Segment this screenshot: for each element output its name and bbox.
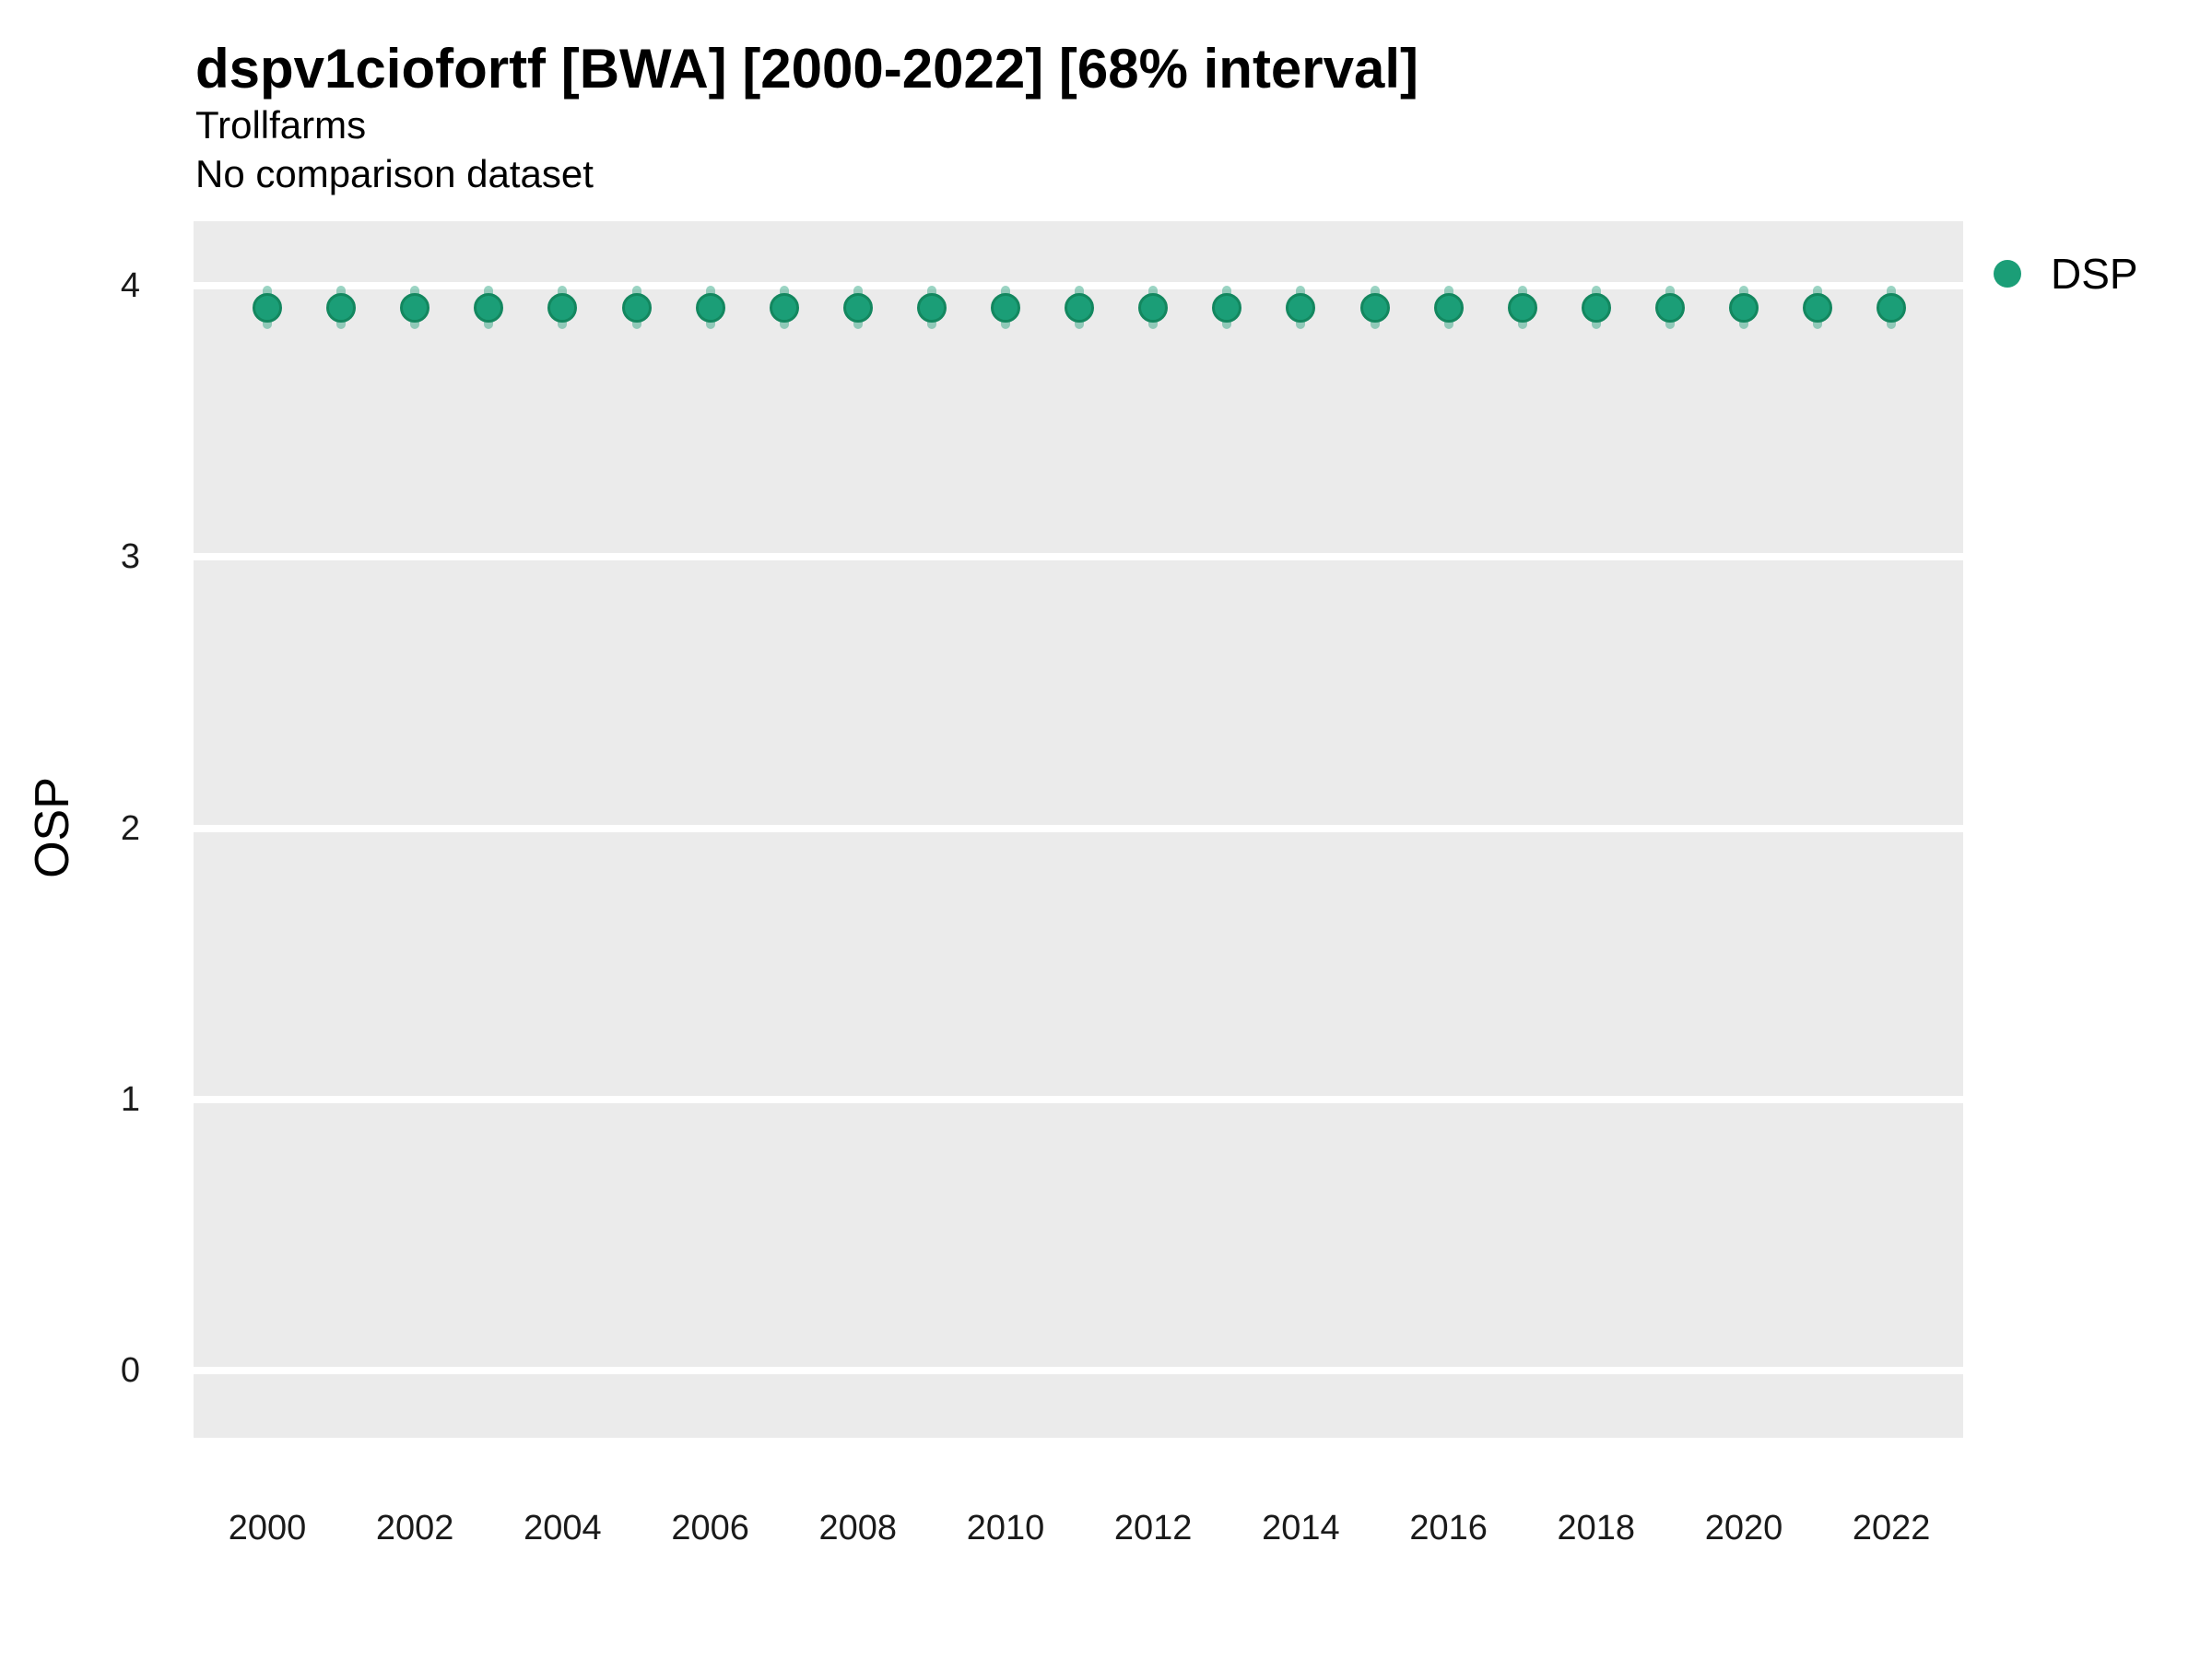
data-point-2005 (621, 292, 652, 323)
y-tick-label-3: 3 (120, 537, 140, 577)
legend: DSP (1994, 249, 2138, 299)
y-tick-label-0: 0 (120, 1351, 140, 1391)
data-point-2016 (1433, 292, 1464, 323)
data-point-2010 (991, 292, 1020, 323)
x-tick-label-2022: 2022 (1852, 1509, 1931, 1547)
data-point-2018 (1581, 292, 1611, 323)
x-tick-label-2014: 2014 (1262, 1509, 1340, 1547)
chart-title: dspv1ciofortf [BWA] [2000-2022] [68% int… (195, 38, 1419, 100)
chart-subtitle-line2: No comparison dataset (195, 152, 594, 195)
major-gridline-y-0 (194, 1367, 1963, 1375)
data-point-2003 (474, 292, 504, 323)
y-tick-label-1: 1 (120, 1079, 140, 1119)
x-tick-label-2008: 2008 (818, 1509, 898, 1547)
major-gridline-y-4 (194, 282, 1963, 290)
data-point-2013 (1212, 292, 1242, 323)
data-point-2021 (1803, 292, 1833, 323)
legend-label: DSP (2051, 250, 2138, 298)
data-point-2012 (1138, 292, 1169, 323)
data-point-2015 (1359, 292, 1390, 323)
data-point-2007 (769, 292, 799, 323)
major-gridline-y-2 (194, 824, 1963, 832)
data-point-2008 (842, 292, 873, 323)
data-point-2004 (547, 292, 578, 323)
chart-subtitle: Trollfarms No comparison dataset (195, 100, 594, 198)
chart-subtitle-line1: Trollfarms (195, 103, 367, 147)
data-point-2022 (1877, 292, 1907, 323)
data-point-2002 (400, 292, 430, 323)
data-point-2017 (1507, 292, 1537, 323)
data-point-2001 (326, 292, 357, 323)
x-tick-label-2010: 2010 (966, 1509, 1045, 1547)
data-point-2019 (1654, 292, 1685, 323)
x-tick-label-2004: 2004 (524, 1509, 602, 1547)
data-point-2006 (695, 292, 725, 323)
data-point-2000 (253, 292, 282, 323)
y-tick-label-4: 4 (120, 266, 140, 306)
x-tick-label-2002: 2002 (375, 1509, 454, 1547)
x-tick-label-2012: 2012 (1113, 1509, 1193, 1547)
y-tick-label-2: 2 (120, 808, 140, 848)
x-tick-label-2000: 2000 (228, 1509, 307, 1547)
x-tick-label-2020: 2020 (1704, 1509, 1783, 1547)
data-point-2009 (916, 292, 947, 323)
data-point-2014 (1286, 292, 1316, 323)
plot-panel (194, 221, 1963, 1438)
x-tick-label-2018: 2018 (1557, 1509, 1636, 1547)
data-point-2011 (1065, 292, 1095, 323)
legend-point-icon (1994, 260, 2021, 288)
major-gridline-y-3 (194, 553, 1963, 561)
major-gridline-y-1 (194, 1095, 1963, 1103)
data-point-2020 (1729, 292, 1759, 323)
x-tick-label-2016: 2016 (1409, 1509, 1488, 1547)
x-tick-label-2006: 2006 (671, 1509, 749, 1547)
